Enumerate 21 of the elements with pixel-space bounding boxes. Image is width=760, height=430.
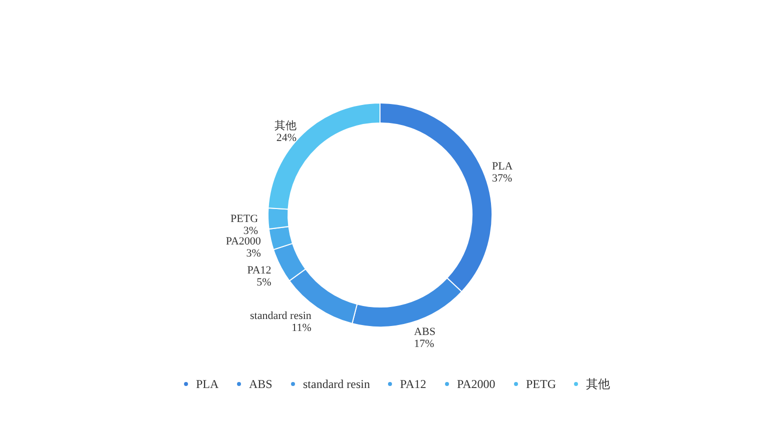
data-label: 37% (492, 172, 512, 185)
slice-label: ABS (414, 326, 436, 338)
data-label: 17% (414, 338, 434, 350)
legend-label: PA12 (400, 377, 426, 391)
slice-label: PLA (492, 160, 513, 173)
data-label: 5% (256, 276, 272, 288)
legend-label: ABS (249, 377, 272, 391)
legend-label: PLA (196, 377, 220, 391)
data-label: 11% (292, 322, 312, 334)
legend-label: PA2000 (457, 377, 496, 391)
slice-label: standard resin (250, 310, 312, 322)
legend-label: 其他 (586, 377, 610, 391)
legend-label: standard resin (303, 377, 370, 391)
slice-label: PETG (230, 212, 258, 225)
slice-label: PA2000 (226, 236, 262, 248)
legend-label: PETG (526, 377, 556, 391)
data-label: 24% (276, 132, 296, 144)
data-label: 3% (246, 248, 261, 260)
slice-label: PA12 (247, 264, 272, 276)
data-label: 3% (243, 224, 258, 237)
slice-label: 其他 (274, 119, 296, 132)
